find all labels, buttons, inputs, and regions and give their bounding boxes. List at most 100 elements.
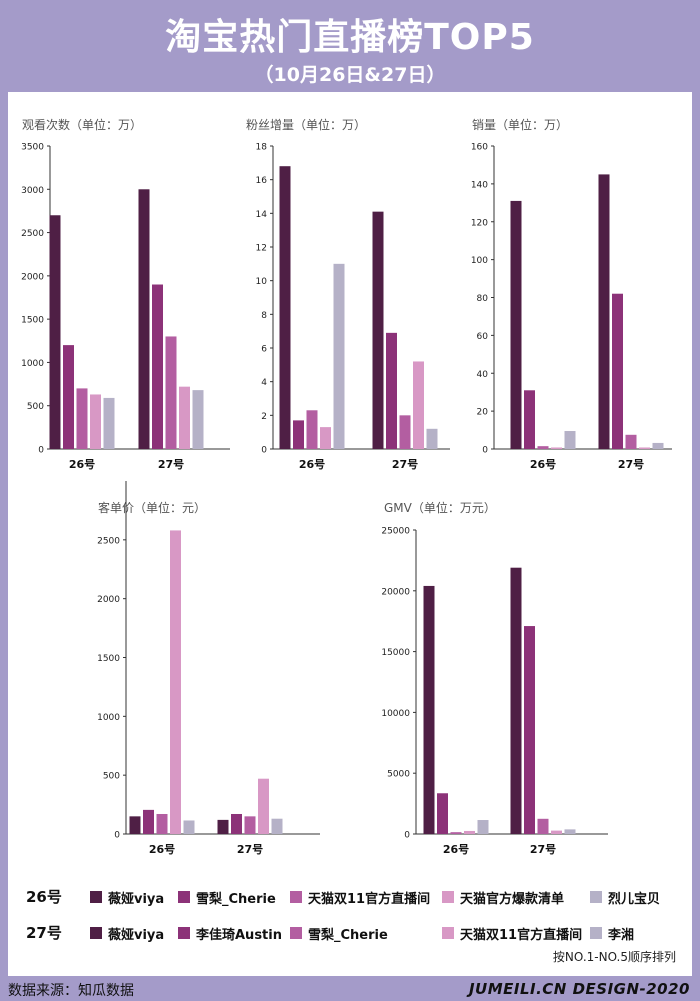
y-tick-label: 12 [256,244,267,254]
bar [524,626,535,834]
bar [551,447,562,449]
y-tick-label: 16 [256,176,268,186]
legend-item: 天猫双11官方直播间 [290,887,430,907]
bar [152,284,163,449]
chart-title: GMV（单位：万元） [384,500,496,515]
legend-swatch [90,927,102,939]
x-category-label: 26号 [530,458,556,471]
y-tick-label: 1000 [97,713,120,723]
y-tick-label: 120 [471,218,488,228]
legend-row-26: 26号 薇娅viya 雪梨_Cherie 天猫双11官方直播间 天猫官方爆款清单… [8,884,692,910]
bar [639,447,650,449]
y-tick-label: 0 [261,446,267,456]
bar [192,390,204,449]
bar [372,211,384,449]
legend-label: 天猫双11官方直播间 [460,927,583,943]
bar [156,813,168,834]
bar [165,336,177,449]
bar [333,263,345,449]
y-tick-label: 4 [261,378,267,388]
y-tick-label: 1500 [21,316,44,326]
x-category-label: 27号 [392,458,418,471]
y-tick-label: 2000 [97,595,120,605]
y-tick-label: 1000 [21,359,44,369]
page-title: 淘宝热门直播榜TOP5 [165,17,535,58]
bar [293,420,304,449]
x-category-label: 27号 [158,458,184,471]
legend-swatch [590,891,602,903]
legend-swatch [442,927,454,939]
bar [413,361,424,449]
bar [598,174,610,449]
bar [143,809,154,834]
y-tick-label: 60 [477,332,489,342]
y-tick-label: 14 [256,210,268,220]
bar [423,585,435,834]
y-tick-label: 20 [477,408,489,418]
legend-day-label: 26号 [26,888,62,906]
legend-label: 李湘 [608,927,635,943]
legend-label: 雪梨_Cherie [196,891,276,907]
legend-row-27: 27号 薇娅viya 李佳琦Austin 雪梨_Cherie 天猫双11官方直播… [8,920,692,946]
legend-swatch [442,891,454,903]
y-tick-label: 15000 [381,648,410,658]
legend-swatch [90,891,102,903]
legend-swatch [290,891,302,903]
y-tick-label: 6 [261,345,267,355]
legend-label: 天猫双11官方直播间 [308,891,431,907]
legend-item: 雪梨_Cherie [178,887,276,907]
bar [510,200,522,449]
x-category-label: 26号 [69,458,95,471]
content-panel: 观看次数（单位：万） 0 500 1000 1500 2000 2500 3000 3500 26… [8,92,692,976]
x-category-label: 26号 [299,458,325,471]
bar [179,386,190,449]
bar [551,830,562,834]
y-tick-label: 140 [471,180,488,190]
y-tick-label: 40 [477,370,489,380]
bar [49,215,61,449]
legend-swatch [178,927,190,939]
bar [510,567,522,834]
legend-item: 烈儿宝贝 [590,887,660,907]
legend-swatch [178,891,190,903]
bar [103,397,115,449]
chart-title: 销量（单位：万） [472,117,568,132]
page-subtitle: （10月26日&27日） [254,64,446,86]
x-category-label: 26号 [149,843,175,856]
bar [170,530,181,834]
legend-swatch [290,927,302,939]
y-tick-label: 5000 [387,770,410,780]
bar [612,293,623,449]
bar [625,434,637,449]
legend-item: 薇娅viya [90,887,164,907]
bar [217,819,229,834]
bar [477,820,489,834]
bar [464,830,475,834]
y-tick-label: 20000 [381,587,410,597]
y-tick-label: 10 [256,277,268,287]
legend-item: 雪梨_Cherie [290,923,388,943]
x-category-label: 26号 [443,843,469,856]
x-category-label: 27号 [237,843,263,856]
x-category-label: 27号 [618,458,644,471]
bar [244,816,256,834]
legend-item: 李佳琦Austin [178,923,282,943]
y-tick-label: 8 [261,311,267,321]
chart-title: 观看次数（单位：万） [22,117,142,132]
legend-day-label: 27号 [26,924,62,942]
bar [231,813,242,834]
bar [524,390,535,449]
chart-title: 客单价（单位：元） [98,500,206,515]
y-tick-label: 100 [471,256,488,266]
data-source: 数据来源：知瓜数据 [8,983,134,999]
bar [537,818,549,834]
brand-footer: JUMEILI.CN DESIGN-2020 [468,980,690,998]
chart-title: 粉丝增量（单位：万） [246,117,366,132]
bar [426,428,438,449]
y-tick-label: 0 [482,446,488,456]
bar [306,410,318,449]
y-tick-label: 2500 [21,229,44,239]
bar [279,166,291,449]
y-tick-label: 500 [103,772,120,782]
bar [90,394,101,449]
